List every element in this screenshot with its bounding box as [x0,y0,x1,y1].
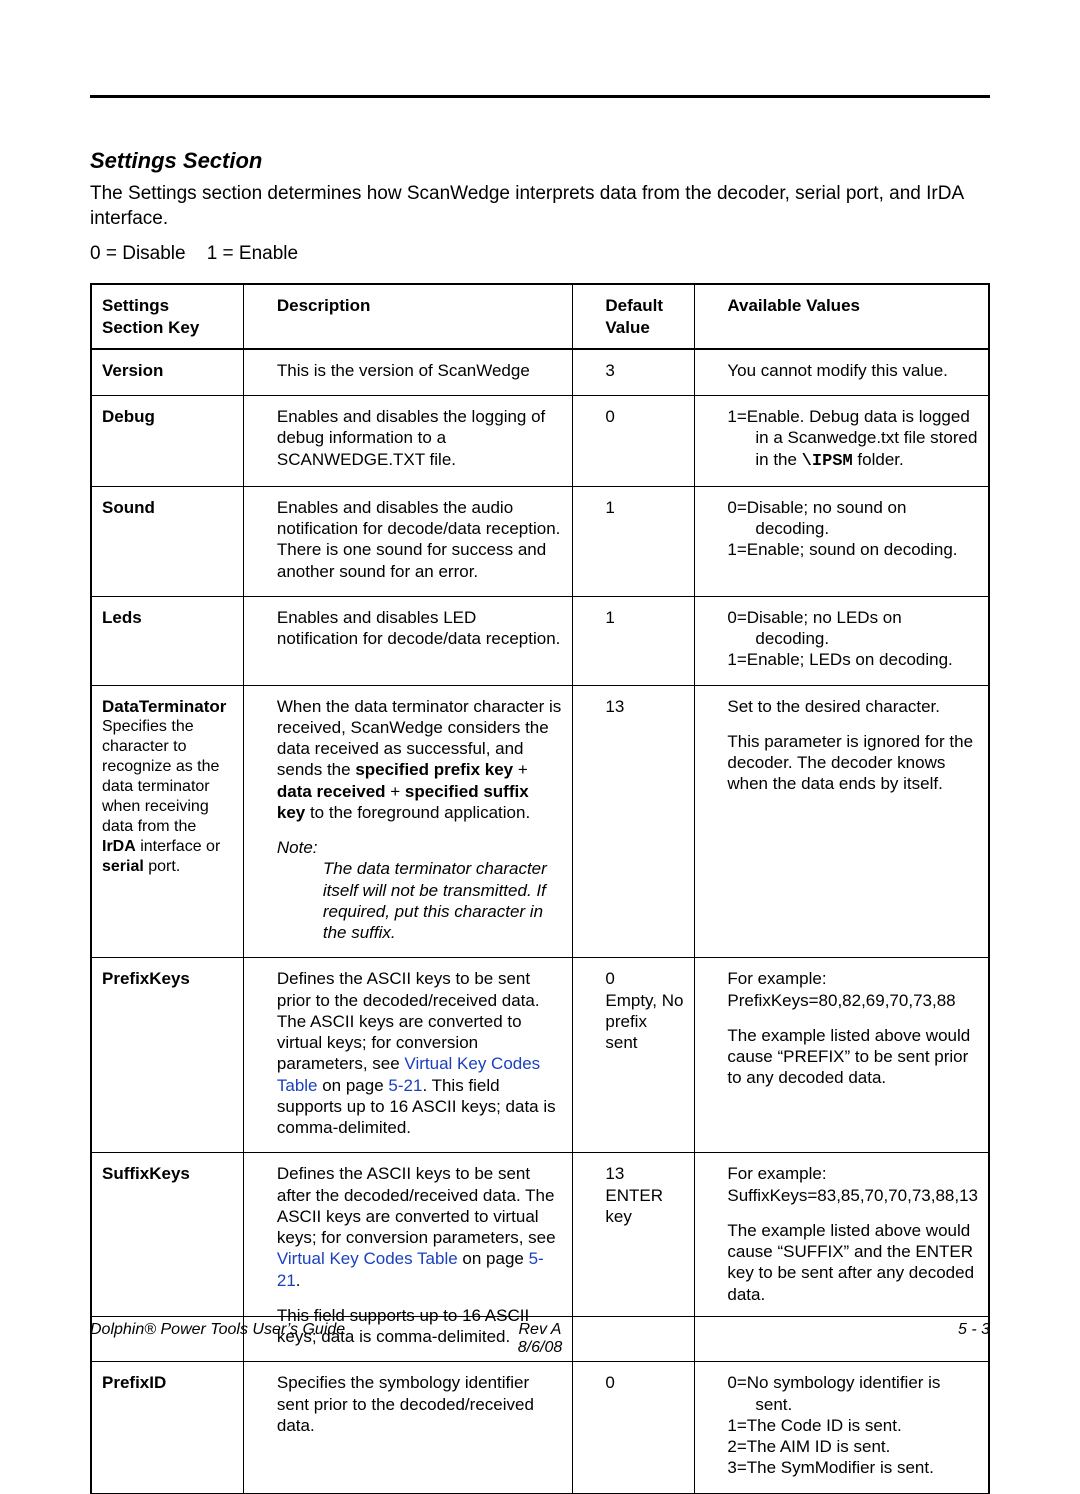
table-row: Version This is the version of ScanWedge… [91,349,989,396]
table-row: Sound Enables and disables the audio not… [91,486,989,596]
table-row: Leds Enables and disables LED notificati… [91,596,989,685]
col-key: Settings Section Key [91,284,244,349]
key-name: PrefixID [102,1373,166,1392]
cell-desc: When the data terminator character is re… [267,685,572,958]
key-name: DataTerminator [102,696,233,717]
key-name: SuffixKeys [102,1164,190,1183]
key-name: Version [102,361,163,380]
legend-text: 0 = Disable 1 = Enable [90,243,990,265]
table-row: PrefixID Specifies the symbology identif… [91,1362,989,1493]
cell-default: 1 [595,596,694,685]
cell-desc: Enables and disables LED notification fo… [267,596,572,685]
page-footer: Dolphin® Power Tools User’s Guide Rev A … [90,1316,990,1357]
cell-avail: For example: PrefixKeys=80,82,69,70,73,8… [717,958,989,1153]
cell-avail: 1=Enable. Debug data is logged in a Scan… [717,396,989,487]
footer-page: 5 - 3 [690,1321,990,1357]
key-name: Debug [102,407,155,426]
cell-desc: Defines the ASCII keys to be sent prior … [267,958,572,1153]
cell-desc: This is the version of ScanWedge [267,349,572,396]
link-virtual-key-codes[interactable]: Virtual Key Codes Table [277,1249,458,1268]
footer-left: Dolphin® Power Tools User’s Guide [90,1321,390,1357]
col-default: Default Value [595,284,694,349]
cell-default: 1 [595,486,694,596]
key-name: PrefixKeys [102,969,190,988]
cell-desc: Enables and disables the audio notificat… [267,486,572,596]
cell-default: 0 Empty, No prefix sent [595,958,694,1153]
section-intro: The Settings section determines how Scan… [90,182,990,231]
table-row: DataTerminator Specifies the character t… [91,685,989,958]
settings-table: Settings Section Key Description Default… [90,283,990,1493]
cell-avail: Set to the desired character. This param… [717,685,989,958]
cell-avail: 0=Disable; no LEDs on decoding. 1=Enable… [717,596,989,685]
key-name: Leds [102,608,142,627]
section-title: Settings Section [90,148,990,174]
cell-avail: 0=Disable; no sound on decoding. 1=Enabl… [717,486,989,596]
cell-avail: 0=No symbology identifier is sent. 1=The… [717,1362,989,1493]
table-row: Debug Enables and disables the logging o… [91,396,989,487]
key-name: Sound [102,498,155,517]
col-available: Available Values [717,284,989,349]
cell-desc: Specifies the symbology identifier sent … [267,1362,572,1493]
footer-date: 8/6/08 [390,1339,690,1357]
cell-default: 3 [595,349,694,396]
link-page-ref[interactable]: 5-21 [388,1076,422,1095]
cell-default: 13 [595,685,694,958]
col-description: Description [267,284,572,349]
cell-avail: You cannot modify this value. [717,349,989,396]
cell-default: 0 [595,396,694,487]
cell-desc: Enables and disables the logging of debu… [267,396,572,487]
cell-default: 0 [595,1362,694,1493]
key-subtext: Specifies the character to recognize as … [102,717,233,877]
table-row: PrefixKeys Defines the ASCII keys to be … [91,958,989,1153]
footer-rev: Rev A [390,1321,690,1339]
